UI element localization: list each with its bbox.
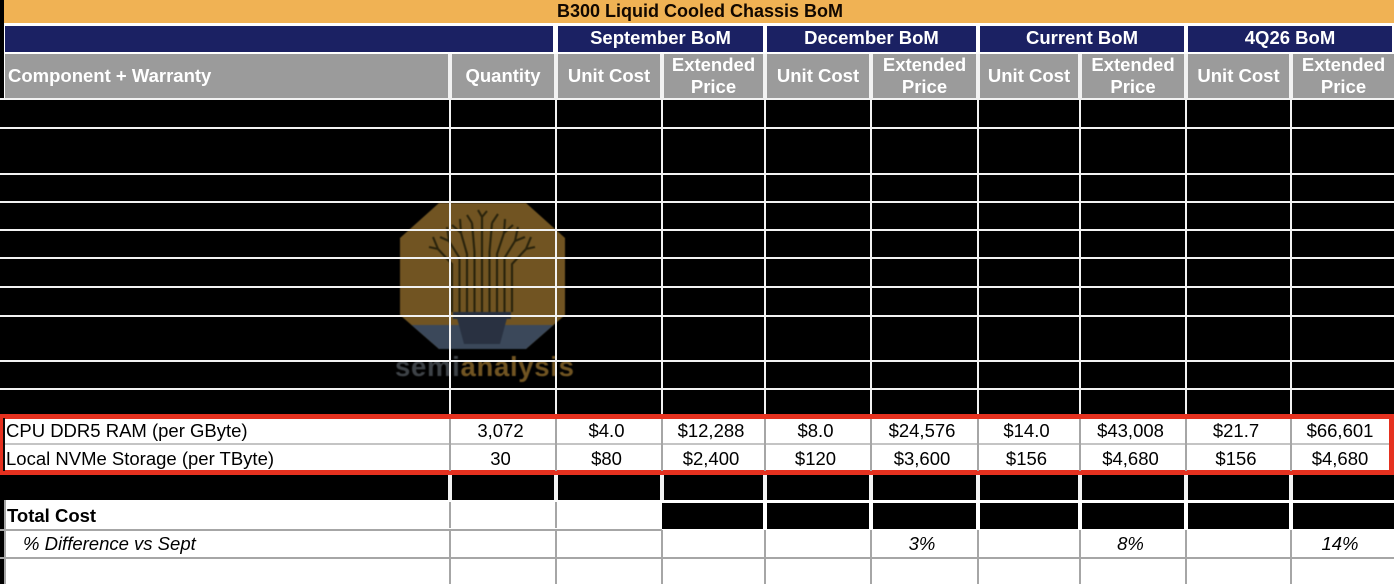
svg-text:semianalysis: semianalysis [395,351,575,382]
